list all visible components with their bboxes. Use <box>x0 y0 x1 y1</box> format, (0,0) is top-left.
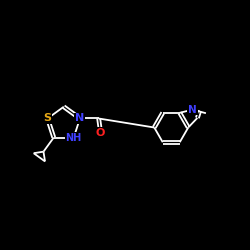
Text: N: N <box>188 105 197 115</box>
Text: S: S <box>44 114 52 124</box>
Text: NH: NH <box>66 132 82 142</box>
Text: O: O <box>96 128 105 138</box>
Text: N: N <box>75 114 85 124</box>
